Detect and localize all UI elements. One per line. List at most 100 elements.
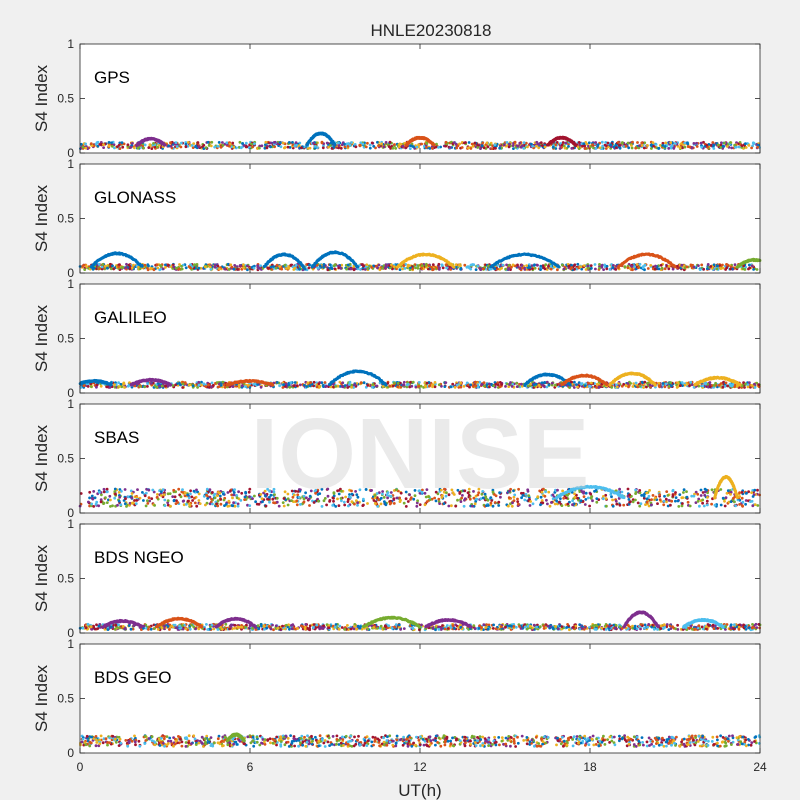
data-point: [164, 384, 167, 388]
data-point: [550, 381, 554, 385]
data-point: [747, 144, 751, 147]
data-point: [353, 383, 356, 386]
data-point: [202, 147, 206, 151]
data-point: [269, 265, 273, 269]
data-point: [591, 143, 594, 147]
data-point: [325, 384, 328, 388]
data-point: [615, 146, 618, 149]
data-point: [146, 385, 149, 388]
data-point: [184, 142, 188, 146]
data-point: [638, 384, 642, 388]
data-point: [690, 383, 694, 386]
data-point: [753, 386, 757, 389]
data-point: [95, 385, 98, 389]
data-point: [416, 266, 420, 270]
data-point: [485, 383, 489, 386]
data-point: [275, 263, 279, 267]
data-point: [403, 267, 407, 270]
data-point: [84, 146, 88, 150]
data-point: [232, 145, 236, 149]
data-point: [401, 144, 405, 148]
data-point: [239, 146, 243, 150]
data-point: [377, 144, 380, 148]
data-point: [293, 266, 297, 270]
data-point: [524, 141, 528, 145]
data-point: [576, 385, 579, 389]
data-point: [740, 144, 744, 148]
data-point: [408, 147, 412, 151]
data-point: [97, 263, 101, 266]
data-point: [409, 144, 412, 148]
data-point: [532, 383, 536, 387]
data-point: [604, 141, 608, 144]
data-point: [207, 144, 211, 147]
data-point: [362, 381, 366, 385]
data-point: [598, 146, 602, 150]
data-point: [349, 267, 353, 271]
data-point: [653, 383, 657, 387]
data-point: [363, 268, 367, 271]
data-point: [317, 382, 321, 386]
data-point: [82, 263, 86, 267]
data-point: [113, 383, 116, 386]
data-point: [274, 266, 278, 270]
data-point: [298, 267, 301, 271]
y-tick-label: 1: [67, 37, 74, 51]
data-point: [700, 145, 704, 149]
data-point: [700, 263, 704, 267]
data-point: [411, 380, 415, 384]
data-point: [593, 263, 597, 266]
data-point: [359, 268, 362, 271]
data-point: [637, 146, 641, 150]
data-point: [242, 266, 245, 269]
data-point: [609, 143, 613, 147]
data-point: [551, 145, 555, 149]
data-point: [540, 144, 544, 148]
data-point: [576, 262, 580, 266]
data-point: [271, 383, 275, 387]
data-point: [583, 144, 587, 148]
y-tick-label: 0.5: [57, 212, 74, 226]
data-point: [440, 264, 444, 268]
plot-area: [80, 44, 760, 153]
data-point: [128, 267, 132, 271]
data-point: [664, 382, 668, 386]
data-point: [212, 383, 215, 387]
data-point: [537, 146, 541, 150]
data-point: [197, 380, 201, 384]
data-point: [401, 383, 405, 387]
data-point: [709, 265, 713, 268]
data-point: [289, 381, 293, 384]
data-point: [300, 146, 303, 150]
data-point: [223, 385, 227, 389]
data-point: [231, 385, 235, 388]
data-point: [152, 268, 156, 272]
data-point: [580, 267, 584, 271]
data-point: [532, 264, 536, 267]
data-point: [302, 266, 306, 270]
data-point: [424, 264, 428, 267]
data-point: [482, 381, 486, 384]
data-point: [89, 385, 93, 388]
data-point: [380, 142, 383, 146]
data-point: [207, 383, 210, 387]
data-point: [428, 147, 432, 150]
data-point: [667, 384, 671, 388]
data-point: [213, 145, 217, 149]
data-point: [408, 264, 411, 267]
data-point: [673, 265, 677, 269]
data-point: [626, 266, 630, 270]
data-point: [726, 263, 729, 267]
data-point: [240, 384, 244, 388]
data-point: [381, 266, 384, 270]
data-point: [392, 265, 396, 268]
data-point: [561, 141, 565, 144]
data-point: [265, 146, 269, 150]
data-point: [563, 146, 567, 150]
data-point: [364, 145, 368, 149]
data-point: [503, 143, 506, 147]
scatter-series: [78, 250, 762, 272]
data-point: [437, 146, 440, 149]
data-point: [721, 263, 724, 267]
